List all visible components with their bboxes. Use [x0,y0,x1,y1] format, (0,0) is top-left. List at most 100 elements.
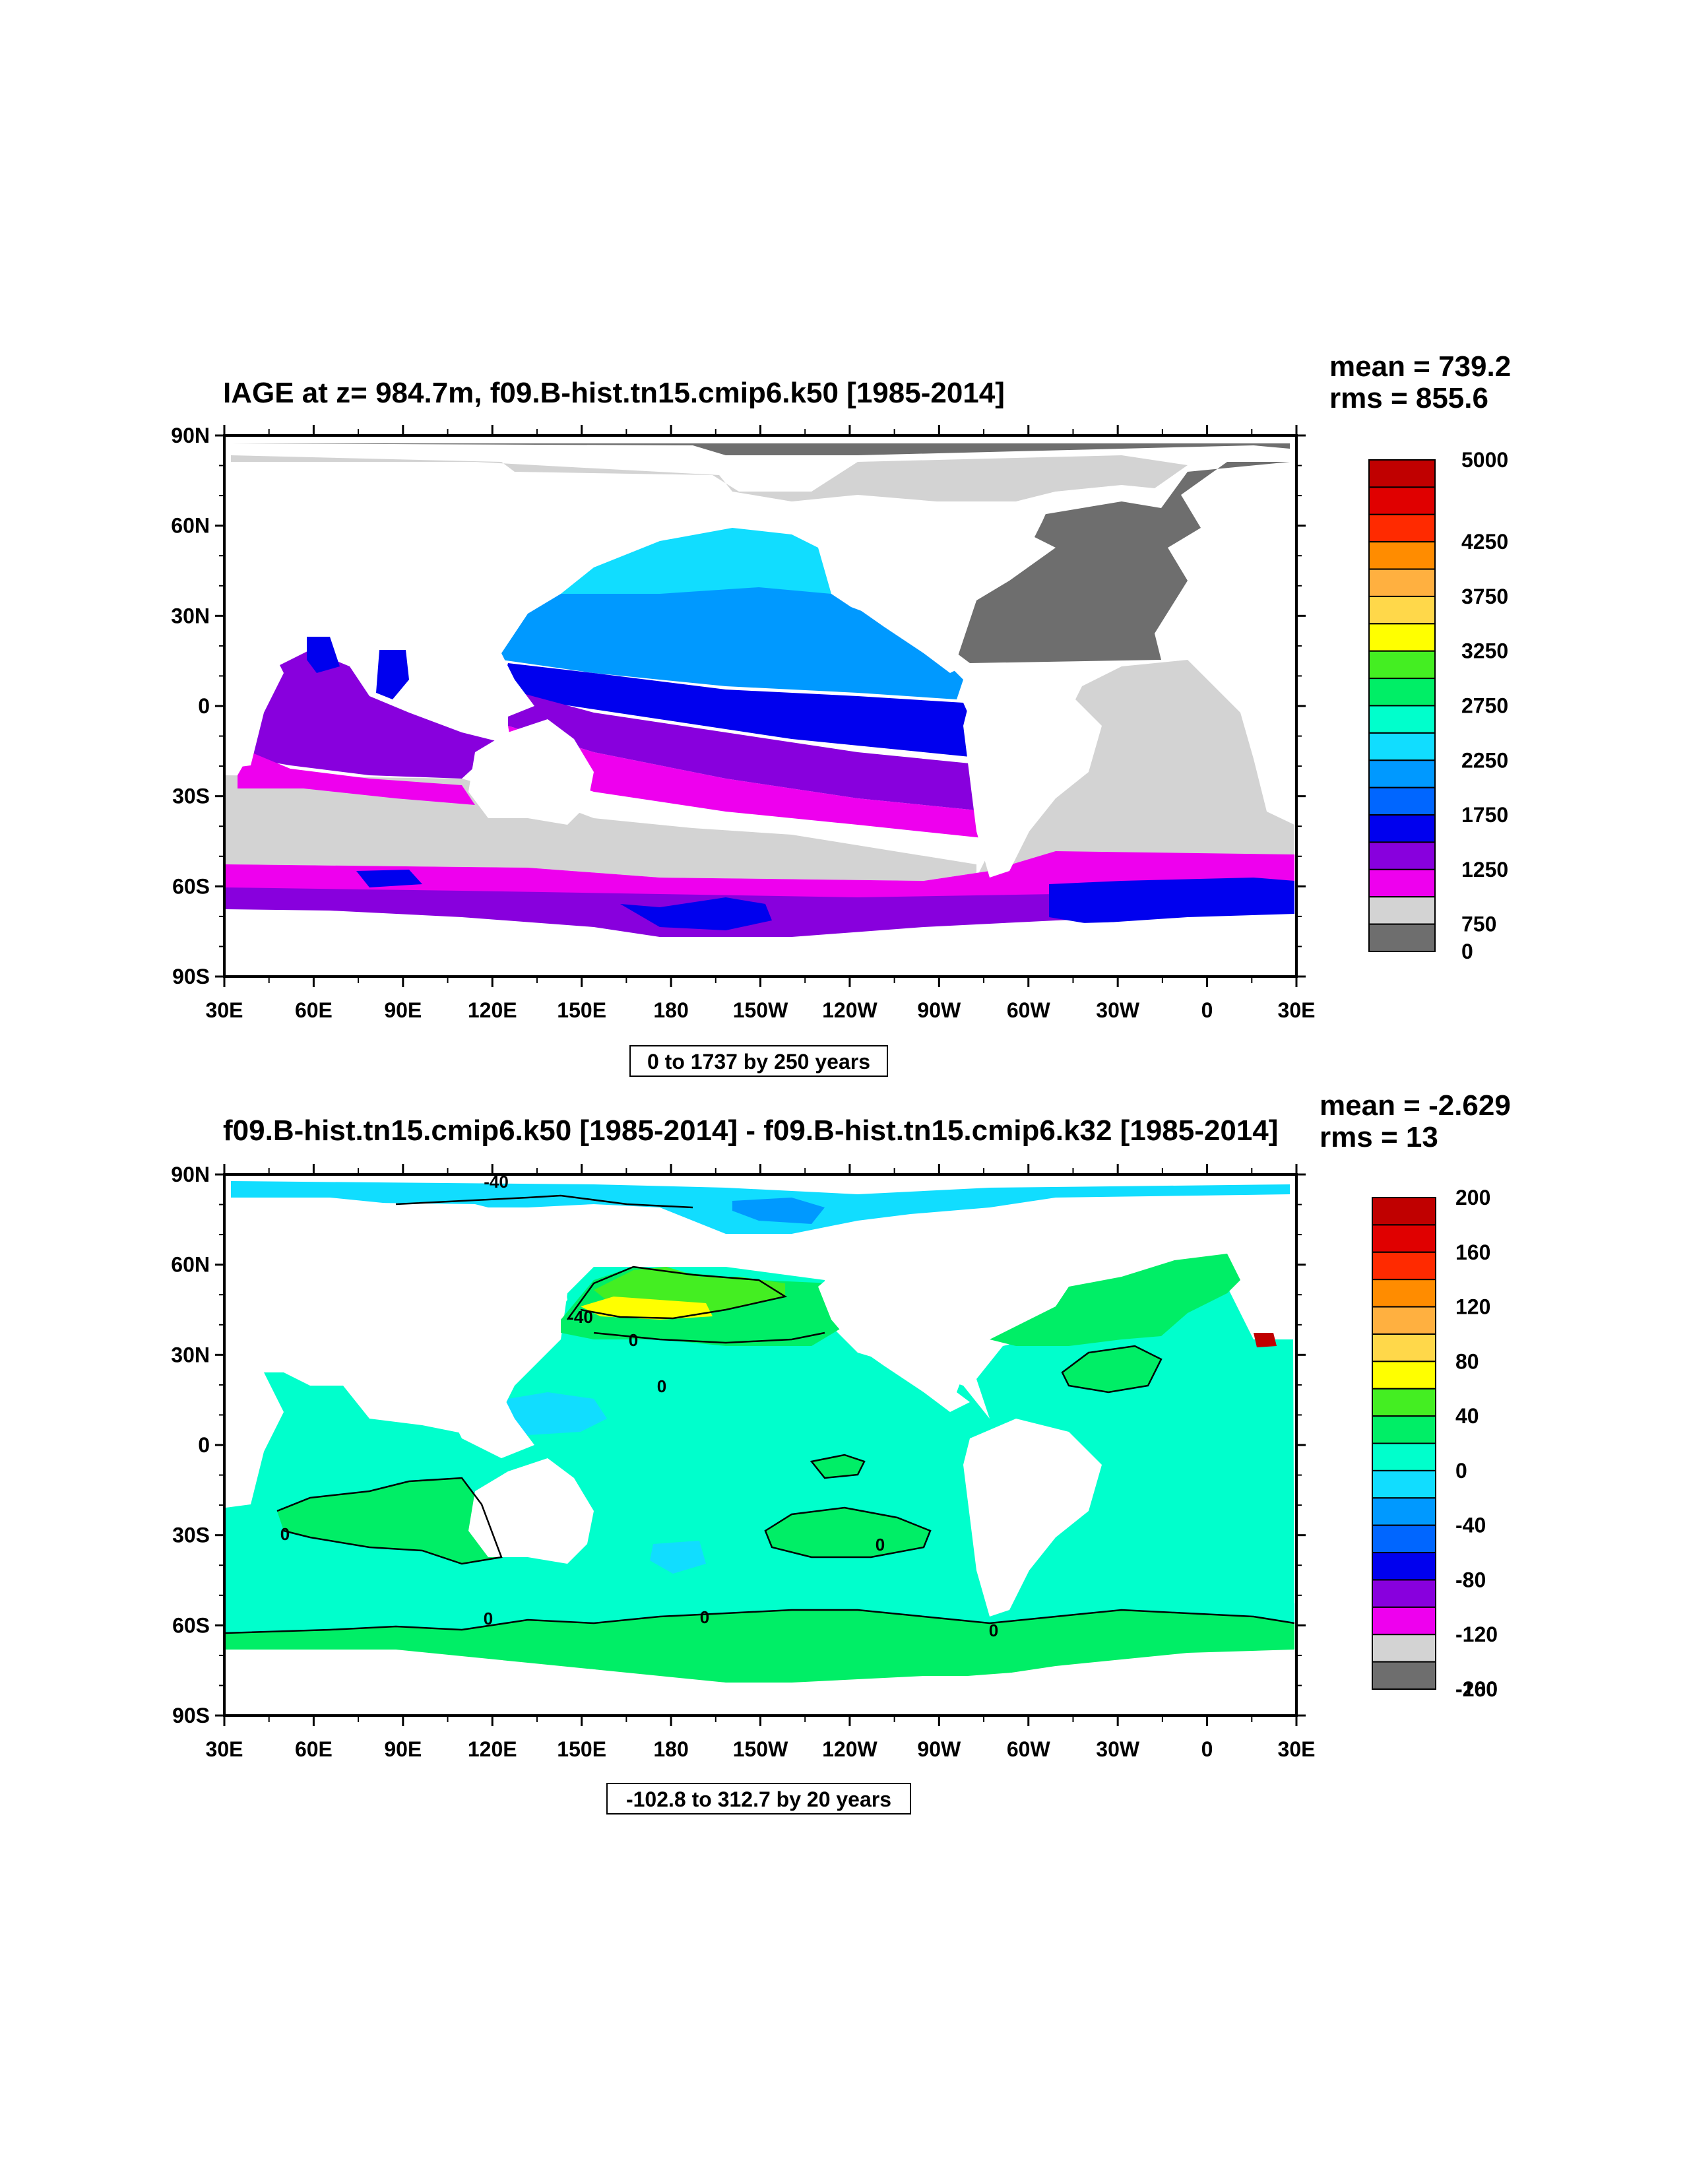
colorbar-label: 4250 [1461,530,1508,554]
panel-1-arctic-dark [231,443,1290,663]
colorbar-box [1368,623,1436,652]
lat-tick-label: 30N [171,604,210,627]
panel-2: f09.B-hist.tn15.cmip6.k50 [1985-2014] - … [171,1089,1511,1815]
colorbar-box [1372,1251,1436,1281]
panel-2-natlantic-green [990,1254,1240,1346]
lon-tick-label: 90E [384,998,422,1022]
panel-2-contour-label: 0 [876,1535,885,1555]
lat-tick-label: 90S [172,1704,210,1727]
panel-2-contour-spacific [764,1506,932,1558]
colorbar-box [1368,486,1436,515]
colorbar-box [1368,678,1436,707]
lon-tick-label: 0 [1201,1737,1213,1761]
lon-tick-label: 180 [653,998,688,1022]
panel-2-antarctica [226,1650,1294,1716]
panel-1-map [224,435,1296,977]
colorbar-label: 1250 [1461,858,1508,882]
panel-1-southern-magenta [226,851,1294,904]
colorbar-label: -40 [1455,1514,1486,1537]
colorbar-label: 2250 [1461,748,1508,772]
panel-2-contour-arctic [395,1194,693,1209]
panel-2-southern-green [226,1610,1294,1683]
lon-tick-label: 30E [206,998,243,1022]
panel-1-info-box: 0 to 1737 by 250 years [629,1045,888,1077]
lat-tick-label: 60S [172,874,210,898]
lat-tick-label: 30S [172,1524,210,1547]
panel-2-tropical-lightblue [501,1392,607,1435]
panel-1-australia [468,719,594,825]
colorbar-box [1372,1306,1436,1335]
panel-2-contour-npacific [566,1266,788,1320]
colorbar-box [1372,1579,1436,1608]
panel-1-npacific-light [561,528,831,607]
panel-1-south-america [963,680,1102,878]
panel-1-southern-blue-1 [620,897,772,930]
colorbar-box [1368,896,1436,925]
lon-tick-label: 0 [1201,998,1213,1022]
colorbar-box [1368,541,1436,570]
panel-2-colorbar: 200 160 120 80 40 0 -40 -80 -120 -160-200 [1372,1186,1498,1701]
lat-tick-label: 30S [172,785,210,808]
panel-1-indian-magenta [238,752,475,805]
panel-2-contour-label: -40 [484,1172,509,1192]
panel-2-spacific-green [765,1508,930,1557]
colorbar-box [1372,1388,1436,1417]
panel-2-contour-npacific-0 [593,1332,825,1344]
lon-tick-label: 30E [206,1737,243,1761]
colorbar-box [1372,1524,1436,1554]
panel-1-south-pacific-magenta [508,726,990,838]
colorbar-box [1372,1442,1436,1471]
panel-2-eq-green [812,1455,864,1478]
panel-1-info-frame [629,1045,888,1077]
panel-2-contour-label: 0 [629,1330,638,1350]
panel-2-south-america [963,1419,1102,1617]
panel-2-contour-lines [225,1194,1295,1634]
colorbar-box [1368,513,1436,543]
panel-1-asia [226,462,567,653]
panel-2-southern-cyan [226,1603,1294,1633]
colorbar-box [1368,568,1436,597]
panel-2-north-america [818,1231,1056,1412]
lon-tick-label: 150E [557,1737,606,1761]
panel-2-contour-label: 0 [280,1524,290,1544]
colorbar-label: 160 [1455,1240,1490,1264]
panel-1: IAGE at z= 984.7m, f09.B-hist.tn15.cmip6… [171,350,1511,1077]
panel-2-map: -40 0 0 0 0 0 0 0 -40 [224,1172,1296,1716]
panel-1-arctic-light [231,455,1188,501]
lon-tick-label: 90W [917,998,961,1022]
panel-2-arctic-blue [732,1198,825,1224]
colorbar-box [1368,650,1436,680]
panel-1-tropical-pacific-blue [501,663,990,759]
colorbar-box [1372,1469,1436,1499]
lat-tick-label: 60S [172,1613,210,1637]
lat-tick-label: 90S [172,965,210,988]
panel-1-africa-east [226,633,284,769]
panel-2-info-box: -102.8 to 312.7 by 20 years [606,1783,911,1815]
colorbar-box [1368,841,1436,870]
panel-2-mean: mean = -2.629 [1320,1089,1511,1122]
colorbar-box [1368,814,1436,843]
panel-2-contour-labels: -40 0 0 0 0 0 0 0 -40 [280,1172,998,1640]
colorbar-label: 200 [1455,1186,1490,1209]
panel-2-natlantic-green-2 [1062,1346,1161,1392]
panel-2-contour-label: 0 [700,1607,709,1627]
panel-2-npacific-yellow [581,1297,713,1320]
colorbar-box [1372,1661,1436,1690]
panel-2-contour-label: 0 [657,1376,666,1396]
panel-1-maritime-continent [449,640,534,719]
panel-2-contour-label: -40 [568,1307,593,1327]
colorbar-label: 3250 [1461,639,1508,663]
lon-tick-label: 60W [1007,1737,1051,1761]
colorbar-label: -160 [1455,1677,1498,1701]
colorbar-box [1368,923,1436,952]
colorbar-box [1372,1552,1436,1581]
colorbar-label: 750 [1461,913,1496,936]
lat-tick-label: 90N [171,1163,210,1186]
colorbar-box [1368,459,1436,488]
lon-tick-label: 60W [1007,998,1051,1022]
lon-tick-label: 120E [468,1737,517,1761]
colorbar-box [1368,787,1436,816]
panel-1-indian-purple [251,650,501,779]
colorbar-label: -200 [1455,1677,1498,1701]
